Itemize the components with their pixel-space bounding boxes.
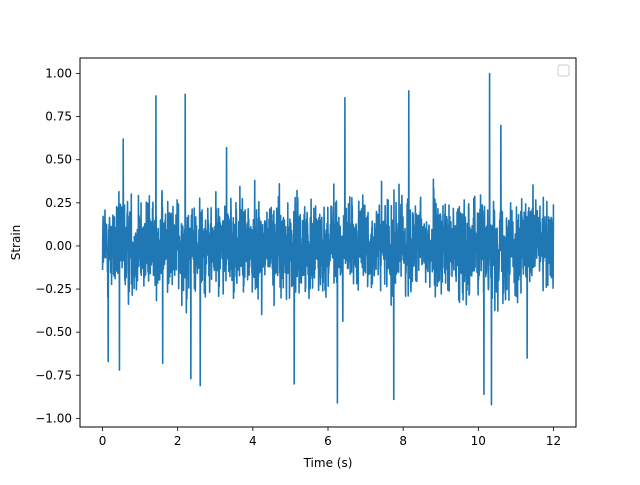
y-tick-label: 0.50 [45, 153, 72, 167]
x-axis: 0 2 4 6 8 10 12 [99, 427, 561, 448]
y-tick-label: −1.00 [35, 411, 72, 425]
x-tick-label: 10 [471, 434, 486, 448]
legend-box [557, 64, 570, 77]
x-tick-label: 0 [99, 434, 107, 448]
x-tick-label: 2 [174, 434, 182, 448]
y-axis-label: Strain [9, 225, 23, 261]
y-tick-label: −0.25 [35, 282, 72, 296]
x-tick-label: 12 [546, 434, 561, 448]
y-tick-label: 1.00 [45, 67, 72, 81]
x-axis-label: Time (s) [303, 456, 353, 470]
y-tick-label: 0.25 [45, 196, 72, 210]
y-tick-label: −0.75 [35, 368, 72, 382]
x-tick-label: 4 [249, 434, 257, 448]
y-tick-label: 0.00 [45, 239, 72, 253]
strain-series-line [101, 72, 555, 406]
y-axis: −1.00 −0.75 −0.50 −0.25 0.00 0.25 0.50 0.75 1.00 [35, 67, 80, 425]
x-tick-label: 6 [324, 434, 332, 448]
x-tick-label: 8 [399, 434, 407, 448]
y-tick-label: −0.50 [35, 325, 72, 339]
y-tick-label: 0.75 [45, 110, 72, 124]
series-layer [101, 72, 555, 406]
